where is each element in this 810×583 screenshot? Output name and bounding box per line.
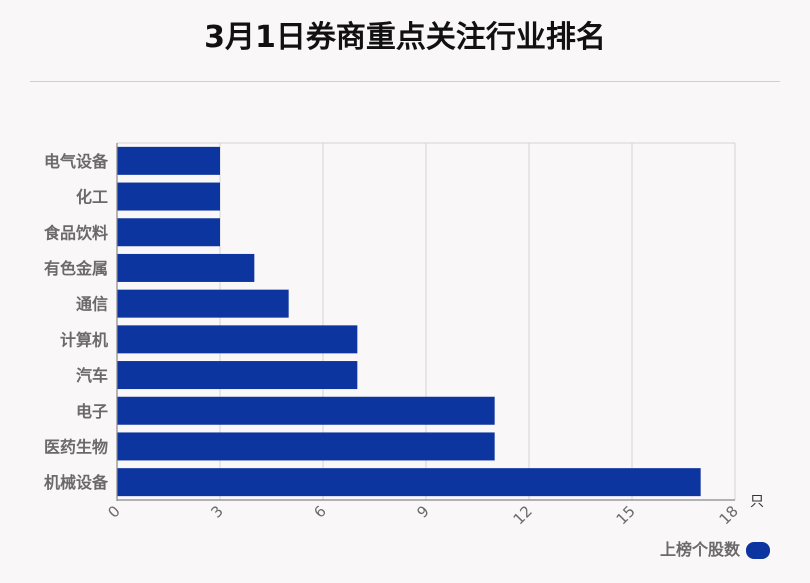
x-tick-label: 9 (413, 502, 432, 521)
category-label: 汽车 (76, 366, 108, 385)
x-tick-label: 0 (104, 502, 123, 521)
bar (117, 182, 220, 211)
bars (117, 146, 701, 497)
category-label: 通信 (76, 295, 108, 314)
legend: 上榜个股数 (660, 540, 770, 560)
category-label: 计算机 (60, 330, 108, 349)
x-tick-labels: 0 3 6 9 12 15 18 (104, 502, 741, 528)
bar (117, 289, 289, 318)
category-label: 有色金属 (44, 259, 108, 278)
category-label: 电气设备 (44, 152, 109, 171)
x-tick-label: 15 (613, 502, 639, 528)
category-label: 机械设备 (44, 473, 109, 492)
x-tick-label: 12 (510, 502, 536, 528)
bar (117, 468, 701, 497)
category-label: 化工 (76, 188, 108, 207)
bar (117, 253, 255, 282)
x-unit-label: 只 (750, 494, 764, 510)
x-tick-label: 6 (310, 502, 329, 521)
category-label: 电子 (76, 402, 108, 421)
bar (117, 146, 220, 175)
bar (117, 325, 358, 354)
bar (117, 218, 220, 247)
category-label: 食品饮料 (43, 223, 108, 242)
bar (117, 396, 495, 425)
category-label: 医药生物 (44, 437, 108, 456)
x-tick-label: 18 (716, 502, 742, 528)
bar (117, 361, 358, 390)
axes (116, 143, 735, 501)
bar (117, 432, 495, 461)
title-divider (30, 81, 780, 82)
chart-title: 3月1日券商重点关注行业排名 (204, 20, 606, 55)
legend-label: 上榜个股数 (659, 540, 740, 559)
x-tick-label: 3 (207, 502, 226, 521)
legend-swatch (746, 541, 770, 559)
